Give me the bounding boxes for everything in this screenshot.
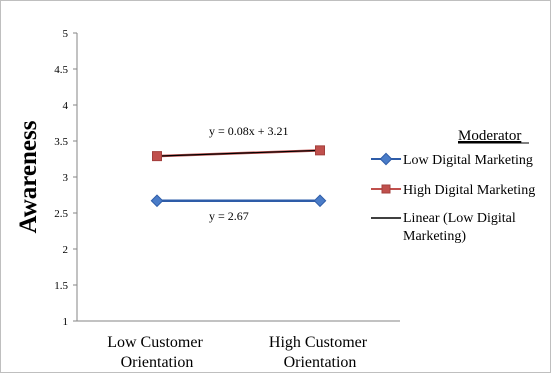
low-trend-equation: y = 2.67 <box>209 209 249 223</box>
y-tick-label: 5 <box>63 28 69 40</box>
y-tick-label: 2 <box>63 244 69 256</box>
high-trend-equation: y = 0.08x + 3.21 <box>209 124 289 138</box>
data-point-series-1-1 <box>315 145 325 156</box>
legend-item-low-digital-marketing: Low Digital Marketing <box>371 152 533 168</box>
data-point-series-0-0 <box>150 194 164 208</box>
series-layer <box>150 145 327 208</box>
y-tick-label: 1.5 <box>54 280 68 292</box>
y-tick-label: 3 <box>63 172 69 184</box>
trendline-line <box>156 149 321 157</box>
y-tick-label: 3.5 <box>54 136 68 148</box>
y-tick-label: 4.5 <box>54 64 68 76</box>
x-category-label-low: Low Customer Orientation <box>107 334 207 371</box>
data-point-series-0-1 <box>313 194 327 208</box>
y-ticks: 1 1.5 2 2.5 3 3.5 4 4.5 5 <box>54 28 77 328</box>
y-axis-title: Awareness <box>15 120 42 233</box>
legend-square-marker <box>381 184 391 194</box>
data-point-series-1-0 <box>152 151 162 162</box>
legend-item-high-digital-marketing: High Digital Marketing <box>371 183 535 198</box>
y-tick-label: 2.5 <box>54 208 68 220</box>
x-category-label-high: High Customer Orientation <box>269 334 371 371</box>
legend-diamond-marker <box>379 152 393 166</box>
legend-label-low-digital-marketing: Low Digital Marketing <box>403 153 533 168</box>
legend-item-linear-trendline: Linear (Low Digital Marketing) <box>371 211 519 244</box>
y-tick-label: 4 <box>63 100 69 112</box>
legend-label-high-digital-marketing: High Digital Marketing <box>403 183 535 198</box>
legend-label-linear-trendline: Linear (Low Digital Marketing) <box>403 211 519 244</box>
legend-title: Moderator <box>458 128 521 144</box>
legend: Moderator Low Digital Marketing High Dig… <box>371 128 535 244</box>
y-tick-label: 1 <box>63 316 69 328</box>
